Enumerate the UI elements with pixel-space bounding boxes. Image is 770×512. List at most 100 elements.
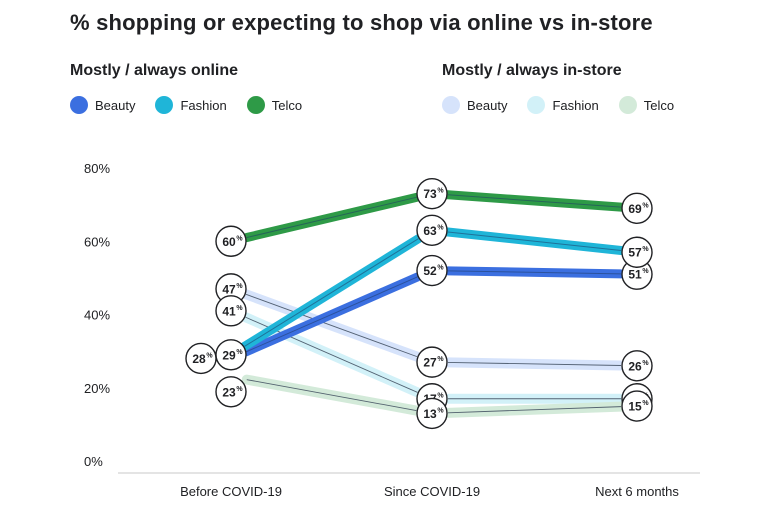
value-label-instore-beauty: 27% (416, 346, 448, 378)
value-label-text: 27 (423, 356, 437, 370)
series-line-instore-telco (447, 406, 622, 414)
legend-swatch-online-beauty (70, 96, 88, 114)
value-label-online-telco: 60% (215, 225, 247, 257)
value-label-text: 29 (222, 348, 236, 362)
y-tick-label: 20% (84, 381, 110, 396)
value-label-online-fashion: 29% (215, 339, 247, 371)
value-label-online-telco: 73% (416, 177, 448, 210)
value-label-instore-telco: 13% (416, 397, 448, 430)
legend-swatch-instore-fashion (527, 96, 546, 114)
value-label-online-fashion: 57% (621, 236, 653, 268)
value-label-text: 13 (423, 407, 437, 421)
series-line-online-beauty (447, 270, 622, 275)
value-label-circle (215, 225, 247, 257)
value-label-text: 28 (192, 352, 206, 366)
value-label-online-fashion: 63% (416, 214, 448, 246)
value-label-circle (416, 214, 448, 246)
legend-label-instore-fashion: Fashion (552, 97, 599, 113)
x-tick-label: Next 6 months (595, 484, 679, 499)
legend-label-online-beauty: Beauty (95, 97, 136, 113)
value-label-unit: % (437, 407, 444, 414)
series-background-lines (240, 289, 627, 418)
value-label-unit: % (642, 400, 649, 407)
value-label-circle (215, 339, 247, 371)
value-label-circle (416, 177, 448, 210)
value-label-circle (416, 254, 448, 287)
value-label-circle (621, 192, 653, 224)
legend-swatch-online-telco (246, 96, 265, 114)
legend-label-online-fashion: Fashion (180, 97, 227, 113)
y-tick-label: 60% (84, 234, 110, 249)
axes: 0% 20% 40% 60% 80% Before COVID-19 Since COVID… (84, 161, 700, 499)
legend-item-online-beauty: Beauty (70, 96, 135, 114)
value-labels: 28%52%51%29%63%57%60%73%69%47%27%26%41%1… (185, 177, 653, 430)
series-line-online-telco (246, 196, 417, 239)
value-label-text: 15 (628, 400, 642, 414)
legend-label-instore-telco: Telco (643, 97, 675, 113)
series-foreground-lines (240, 190, 626, 357)
value-label-unit: % (206, 352, 213, 359)
value-label-unit: % (437, 188, 444, 195)
value-label-unit: % (642, 202, 649, 209)
online-legend-title: Mostly / always online (70, 62, 239, 79)
value-label-text: 51 (628, 268, 642, 282)
value-label-instore-beauty: 26% (621, 350, 653, 382)
legend-item-instore-telco: Telco (618, 96, 675, 114)
series-line-online-telco (447, 194, 622, 208)
legend-swatch-online-fashion (155, 96, 174, 114)
y-tick-label: 40% (84, 308, 110, 323)
value-label-text: 57 (628, 246, 642, 260)
legend-label-online-telco: Telco (271, 97, 303, 113)
instore-legend-title: Mostly / always in-store (442, 62, 622, 79)
chart-title: % shopping or expecting to shop via onli… (70, 10, 653, 35)
series-line-instore-beauty (245, 293, 418, 358)
x-tick-label: Since COVID-19 (384, 484, 480, 499)
online-legend: Beauty Fashion Telco (70, 96, 322, 114)
value-label-online-telco: 69% (621, 192, 653, 224)
value-label-unit: % (642, 246, 649, 253)
value-label-text: 52 (423, 264, 437, 278)
x-tick-label: Before COVID-19 (180, 484, 282, 499)
legend-item-instore-fashion: Fashion (527, 96, 599, 114)
value-label-unit: % (236, 305, 243, 312)
value-label-text: 26 (628, 359, 642, 373)
series-line-instore-beauty (447, 361, 622, 366)
value-label-text: 23 (222, 385, 236, 399)
value-label-unit: % (437, 265, 444, 272)
legend-item-online-fashion: Fashion (155, 96, 227, 114)
value-label-text: 63 (423, 224, 437, 238)
instore-legend: Beauty Fashion Telco (442, 96, 694, 114)
value-label-circle (215, 376, 247, 408)
value-label-online-beauty: 52% (416, 254, 448, 287)
y-tick-label: 80% (84, 161, 110, 176)
value-label-unit: % (236, 349, 243, 356)
value-label-instore-fashion: 41% (215, 295, 247, 327)
value-label-text: 41 (222, 304, 236, 318)
value-label-circle (621, 236, 653, 268)
series-line-instore-telco (246, 379, 417, 411)
value-label-text: 73 (423, 187, 437, 201)
y-tick-label: 0% (84, 454, 103, 469)
value-label-unit: % (642, 268, 649, 275)
value-label-circle (621, 390, 653, 422)
legend-label-instore-beauty: Beauty (467, 97, 508, 113)
value-label-unit: % (437, 224, 444, 231)
value-label-circle (416, 346, 448, 378)
value-label-instore-telco: 23% (215, 376, 247, 408)
value-label-text: 60 (222, 235, 236, 249)
value-label-text: 47 (222, 282, 236, 296)
series-line-online-fashion (447, 231, 622, 252)
value-label-online-beauty: 28% (185, 342, 217, 375)
value-label-circle (416, 397, 448, 430)
value-label-unit: % (437, 356, 444, 363)
value-label-unit: % (236, 386, 243, 393)
value-label-circle (621, 350, 653, 382)
value-label-unit: % (642, 360, 649, 367)
legend-swatch-instore-beauty (442, 96, 460, 114)
legend-swatch-instore-telco (618, 96, 637, 114)
series-line-online-beauty (245, 276, 418, 353)
value-label-instore-telco: 15% (621, 390, 653, 422)
value-label-unit: % (236, 283, 243, 290)
legend-item-online-telco: Telco (246, 96, 303, 114)
